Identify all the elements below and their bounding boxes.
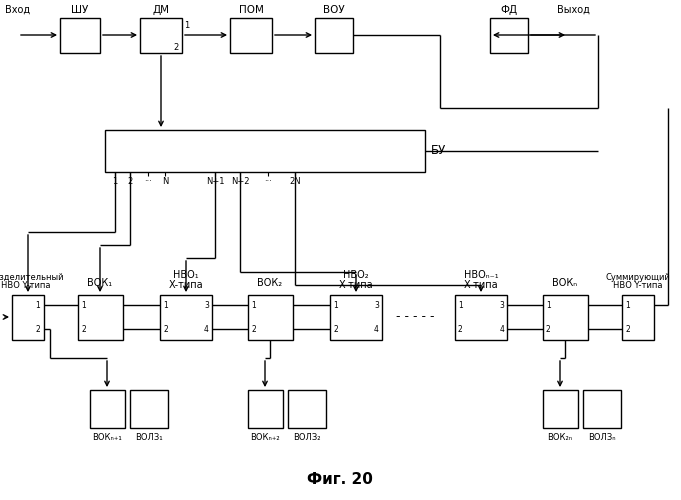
Text: 3: 3 (374, 300, 379, 310)
Text: 2: 2 (251, 324, 256, 334)
Bar (315, 18, 353, 53)
Bar (230, 18, 272, 53)
Text: 2: 2 (625, 324, 630, 334)
Text: Х-типа: Х-типа (338, 280, 373, 290)
Text: ВОКₙ₊₁: ВОКₙ₊₁ (92, 434, 122, 442)
Bar (288, 390, 326, 428)
Text: Разделительный: Разделительный (0, 272, 63, 281)
Text: 4: 4 (499, 324, 504, 334)
Text: ФД: ФД (501, 5, 518, 15)
Text: 1: 1 (81, 300, 86, 310)
Text: 2: 2 (35, 324, 40, 334)
Text: НВОₙ₋₁: НВОₙ₋₁ (464, 270, 498, 280)
Bar (583, 390, 621, 428)
Text: 4: 4 (204, 324, 209, 334)
Text: Фиг. 20: Фиг. 20 (307, 472, 373, 488)
Bar (248, 295, 293, 340)
Text: 1: 1 (112, 178, 118, 186)
Text: ВОКₙ₊₂: ВОКₙ₊₂ (250, 434, 280, 442)
Text: ВОУ: ВОУ (323, 5, 345, 15)
Text: N: N (162, 178, 168, 186)
Text: 1: 1 (625, 300, 630, 310)
Text: ВОЛЗ₂: ВОЛЗ₂ (294, 434, 321, 442)
Text: 2: 2 (173, 42, 178, 51)
Text: Суммирующий: Суммирующий (605, 272, 670, 281)
Text: 1: 1 (184, 20, 189, 30)
Bar (90, 390, 125, 428)
Bar (160, 295, 212, 340)
Text: ПОМ: ПОМ (238, 5, 264, 15)
Bar (622, 295, 654, 340)
Text: 2: 2 (163, 324, 168, 334)
Text: ВОК₂ₙ: ВОК₂ₙ (548, 434, 573, 442)
Text: 2: 2 (333, 324, 338, 334)
Text: 2: 2 (546, 324, 551, 334)
Text: 2: 2 (458, 324, 463, 334)
Text: 2: 2 (81, 324, 86, 334)
Text: ···: ··· (144, 178, 152, 186)
Text: БУ: БУ (431, 144, 447, 158)
Text: N+1: N+1 (206, 178, 224, 186)
Text: НВО Y-типа: НВО Y-типа (1, 282, 51, 290)
Text: Выход: Выход (556, 5, 590, 15)
Text: - - - - -: - - - - - (396, 310, 434, 324)
Text: 3: 3 (499, 300, 504, 310)
Bar (543, 390, 578, 428)
Text: ВОЛЗ₁: ВОЛЗ₁ (136, 434, 163, 442)
Text: ВОК₂: ВОК₂ (257, 278, 283, 288)
Text: Вход: Вход (5, 5, 31, 15)
Text: НВО₁: НВО₁ (173, 270, 199, 280)
Text: 2N: 2N (289, 178, 301, 186)
Text: ВОЛЗₙ: ВОЛЗₙ (588, 434, 616, 442)
Text: 1: 1 (546, 300, 551, 310)
Text: ШУ: ШУ (72, 5, 89, 15)
Bar (248, 390, 283, 428)
Bar (130, 390, 168, 428)
Bar (543, 295, 588, 340)
Text: 1: 1 (251, 300, 256, 310)
Text: ДМ: ДМ (153, 5, 170, 15)
Bar (60, 18, 100, 53)
Text: N+2: N+2 (231, 178, 249, 186)
Bar (140, 18, 182, 53)
Text: 4: 4 (374, 324, 379, 334)
Bar (490, 18, 528, 53)
Text: ···: ··· (264, 178, 272, 186)
Text: НВО Y-типа: НВО Y-типа (614, 282, 663, 290)
Text: 3: 3 (204, 300, 209, 310)
Text: НВО₂: НВО₂ (343, 270, 369, 280)
Text: 1: 1 (333, 300, 338, 310)
Text: ВОКₙ: ВОКₙ (552, 278, 577, 288)
Text: 2: 2 (127, 178, 133, 186)
Bar (330, 295, 382, 340)
Bar (12, 295, 44, 340)
Text: 1: 1 (458, 300, 463, 310)
Text: ВОК₁: ВОК₁ (87, 278, 112, 288)
Bar (105, 130, 425, 172)
Bar (78, 295, 123, 340)
Text: Х-типа: Х-типа (169, 280, 204, 290)
Text: 1: 1 (35, 300, 40, 310)
Text: Х-типа: Х-типа (464, 280, 498, 290)
Bar (455, 295, 507, 340)
Text: 1: 1 (163, 300, 168, 310)
